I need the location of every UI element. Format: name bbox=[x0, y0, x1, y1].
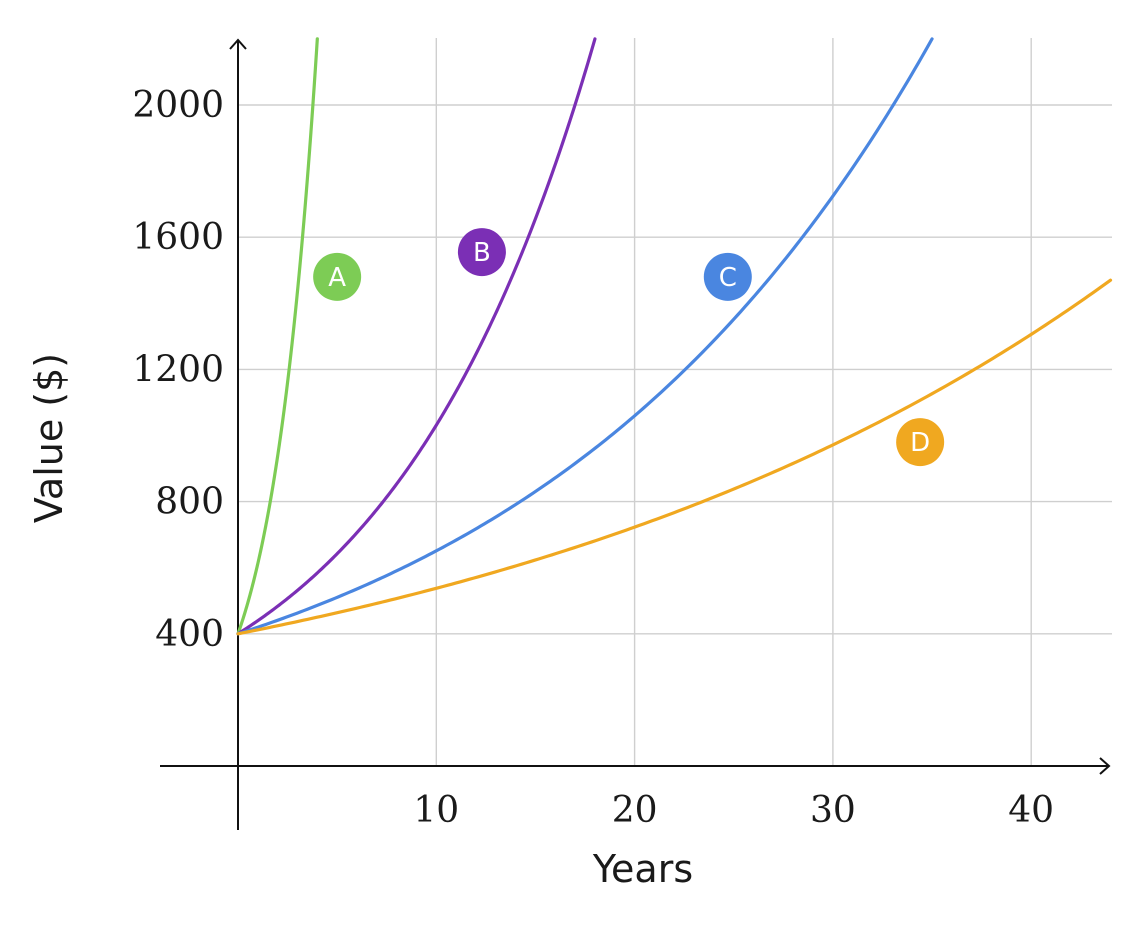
x-tick-label: 40 bbox=[1008, 790, 1054, 831]
y-axis-arrow bbox=[229, 38, 247, 50]
series-marker-label: B bbox=[473, 238, 491, 268]
series-marker-a: A bbox=[313, 252, 362, 301]
y-tick-label: 400 bbox=[155, 614, 224, 655]
series-line-c bbox=[236, 37, 934, 636]
series-marker-circle bbox=[896, 418, 945, 467]
series-marker-b: B bbox=[457, 228, 506, 277]
x-tick-label: 20 bbox=[612, 790, 658, 831]
y-tick-label: 1200 bbox=[132, 349, 224, 390]
axes bbox=[160, 38, 1111, 830]
series-marker-c: C bbox=[703, 252, 752, 301]
series-line-d bbox=[236, 278, 1113, 636]
y-tick-label: 2000 bbox=[132, 85, 224, 126]
series-marker-circle bbox=[457, 228, 506, 277]
series-marker-label: C bbox=[719, 263, 737, 293]
series-marker-label: D bbox=[910, 428, 930, 458]
y-tick-label: 800 bbox=[155, 482, 224, 523]
series-marker-label: A bbox=[328, 263, 346, 293]
series-line-a bbox=[236, 37, 319, 636]
series-marker-circle bbox=[313, 252, 362, 301]
grid bbox=[238, 38, 1112, 766]
tick-labels: 10 20 30 40 400 800 1200 1600 2000 bbox=[132, 85, 1054, 831]
x-tick-label: 30 bbox=[810, 790, 856, 831]
series-markers: A B C D bbox=[313, 228, 945, 467]
series-lines bbox=[236, 37, 1113, 636]
series-marker-circle bbox=[703, 252, 752, 301]
x-axis-arrow bbox=[1099, 757, 1111, 775]
series-line-b bbox=[236, 37, 597, 636]
x-axis-title: Years bbox=[592, 847, 693, 891]
x-tick-label: 10 bbox=[413, 790, 459, 831]
y-tick-label: 1600 bbox=[132, 217, 224, 258]
series-marker-d: D bbox=[896, 418, 945, 467]
y-axis-title: Value ($) bbox=[27, 353, 71, 523]
